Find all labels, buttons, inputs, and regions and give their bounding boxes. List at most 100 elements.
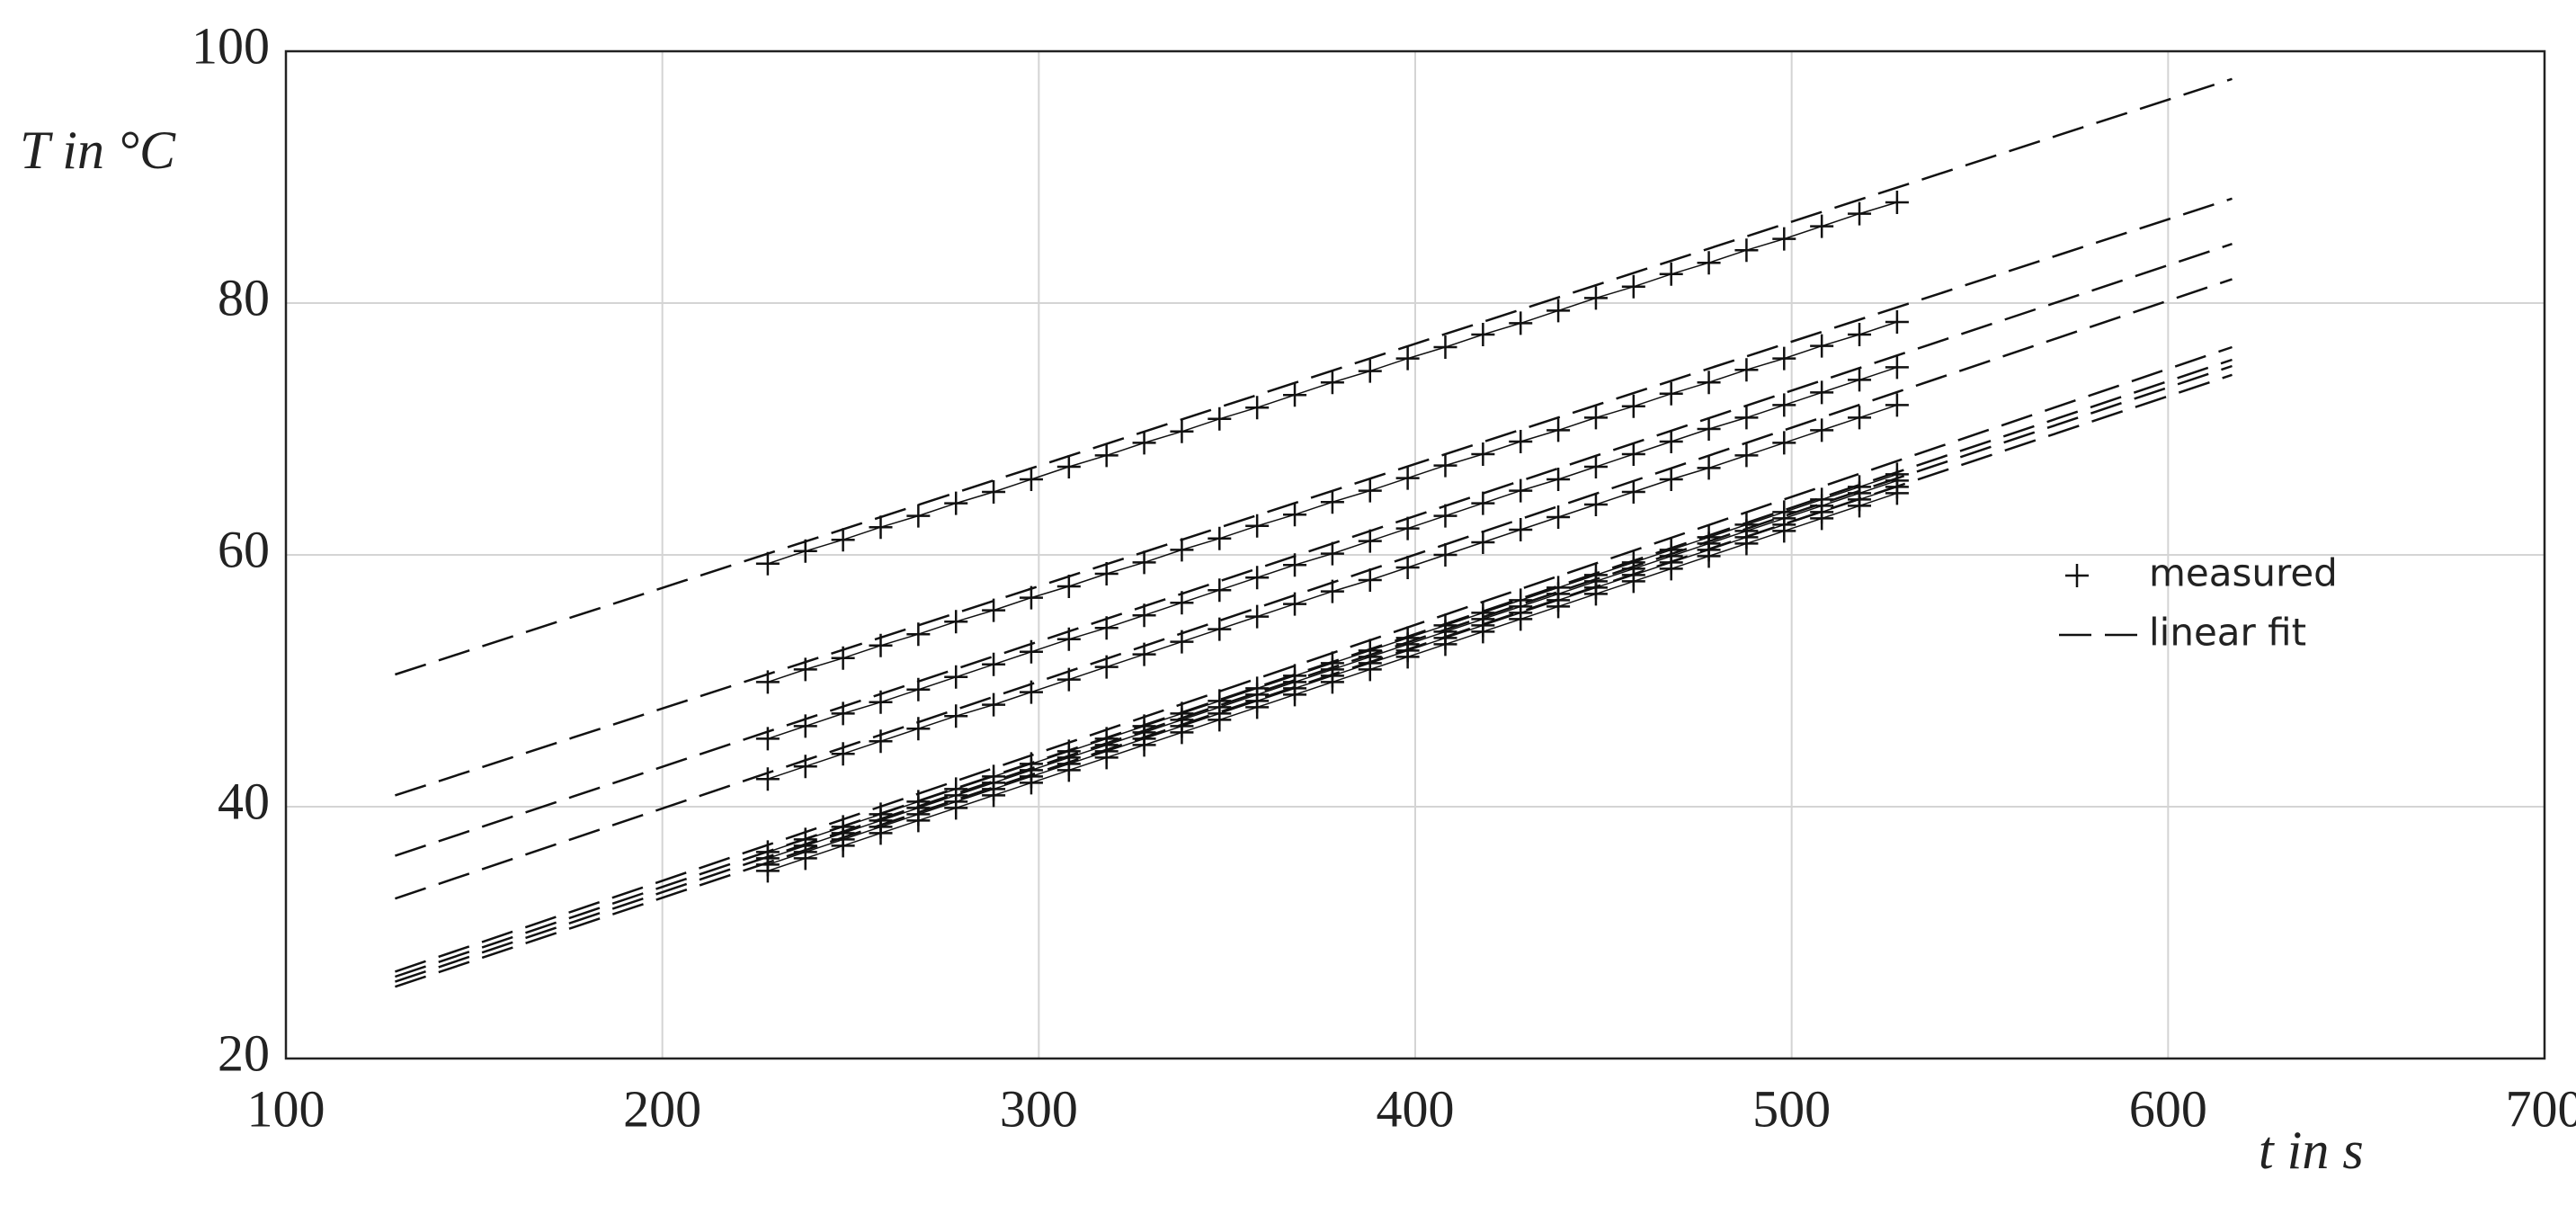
marker: [982, 480, 1006, 504]
marker: [755, 767, 780, 791]
marker: [831, 701, 855, 726]
marker: [906, 717, 931, 741]
marker: [1471, 442, 1495, 466]
marker: [1056, 627, 1081, 651]
measured-series: [755, 310, 1909, 694]
marker: [1471, 620, 1495, 644]
marker: [1697, 251, 1721, 275]
marker: [1433, 632, 1457, 657]
marker: [1546, 594, 1571, 619]
marker: [1245, 566, 1270, 590]
marker: [869, 515, 893, 540]
marker: [982, 598, 1006, 622]
marker: [1433, 543, 1457, 567]
marker: [1208, 617, 1232, 641]
marker: [831, 528, 855, 552]
marker: [1885, 310, 1909, 334]
measured-series: [755, 481, 1909, 883]
marker: [1772, 227, 1796, 251]
marker: [1621, 480, 1645, 504]
fit-line: [395, 278, 2233, 900]
marker: [1546, 468, 1571, 491]
marker: [1132, 642, 1156, 666]
marker: [1509, 311, 1533, 335]
x-tick-label: 400: [1377, 1079, 1455, 1138]
marker: [1132, 603, 1156, 628]
marker: [1810, 506, 1834, 531]
marker: [869, 729, 893, 754]
marker: [1056, 758, 1081, 782]
marker: [793, 657, 817, 682]
marker: [1697, 417, 1721, 441]
marker: [1208, 578, 1232, 603]
marker: [1659, 468, 1683, 491]
marker: [1358, 657, 1382, 682]
marker: [982, 692, 1006, 717]
marker: [1772, 346, 1796, 371]
marker: [1734, 532, 1759, 556]
marker: [831, 742, 855, 766]
marker: [982, 783, 1006, 808]
x-tick-label: 200: [623, 1079, 701, 1138]
marker: [1245, 604, 1270, 629]
marker: [1697, 544, 1721, 568]
marker: [1245, 514, 1270, 538]
marker: [1019, 639, 1043, 664]
marker: [1659, 430, 1683, 453]
marker: [906, 504, 931, 528]
marker: [1772, 431, 1796, 455]
marker: [1471, 491, 1495, 515]
fit-line: [395, 197, 2233, 797]
marker: [1885, 481, 1909, 505]
marker: [1848, 201, 1872, 226]
marker: [1320, 371, 1344, 395]
marker: [1358, 359, 1382, 383]
marker: [1283, 503, 1307, 527]
marker: [755, 727, 780, 751]
marker: [755, 859, 780, 883]
marker: [1734, 358, 1759, 382]
x-tick-label: 500: [1752, 1079, 1831, 1138]
marker: [1358, 568, 1382, 592]
marker: [1208, 526, 1232, 550]
marker: [1283, 683, 1307, 707]
marker: [1433, 453, 1457, 478]
fit-line: [395, 345, 2233, 973]
marker: [1848, 368, 1872, 392]
marker: [793, 714, 817, 738]
plot-frame: [284, 49, 2546, 1060]
marker: [1320, 541, 1344, 566]
x-tick-label: 100: [247, 1079, 325, 1138]
marker: [831, 646, 855, 670]
marker: [1395, 346, 1420, 371]
marker: [1320, 579, 1344, 603]
marker: [1395, 516, 1420, 540]
marker: [1283, 592, 1307, 616]
y-tick-label: 20: [218, 1023, 270, 1082]
marker: [906, 808, 931, 833]
marker: [1734, 406, 1759, 430]
marker: [1848, 494, 1872, 518]
x-tick-label: 700: [2506, 1079, 2576, 1138]
measured-series: [755, 393, 1909, 791]
marker: [1170, 538, 1194, 562]
marker: [906, 677, 931, 701]
marker: [982, 652, 1006, 676]
marker: [1471, 531, 1495, 554]
marker: [831, 834, 855, 858]
marker: [1019, 771, 1043, 795]
marker: [793, 846, 817, 871]
marker: [1245, 695, 1270, 719]
marker: [1546, 418, 1571, 442]
marker: [1395, 645, 1420, 669]
marker: [944, 665, 968, 689]
marker: [1697, 456, 1721, 480]
fit-line: [395, 373, 2233, 988]
marker: [1621, 442, 1645, 466]
marker: [1509, 607, 1533, 631]
legend-marker: [2065, 564, 2089, 587]
fit-line: [395, 364, 2233, 983]
measured-series: [755, 355, 1909, 751]
marker: [944, 704, 968, 728]
